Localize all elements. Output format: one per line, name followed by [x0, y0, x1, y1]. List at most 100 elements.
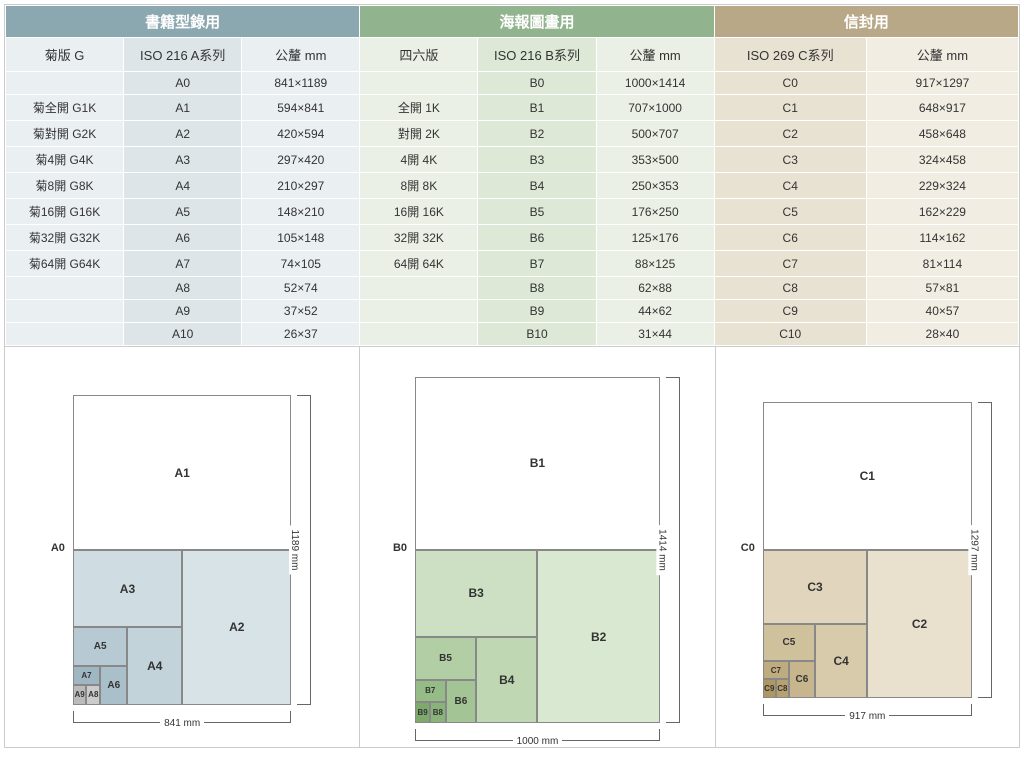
paper-box: B3: [415, 550, 538, 637]
table-row: 菊16開 G16KA5148×21016開 16KB5176×250C5162×…: [6, 199, 1019, 225]
paper-box: A8: [86, 685, 100, 704]
paper-box: B2: [537, 550, 660, 723]
cell: 1000×1414: [596, 72, 714, 95]
cell: 707×1000: [596, 95, 714, 121]
paper-box: A1: [73, 395, 292, 550]
cell: 32開 32K: [360, 225, 478, 251]
paper-box: B6: [446, 680, 477, 723]
outer-label: C0: [741, 542, 755, 554]
cell: 210×297: [242, 173, 360, 199]
dim-height: 1189 mm: [297, 395, 311, 704]
cell: 菊4開 G4K: [6, 147, 124, 173]
cell: 148×210: [242, 199, 360, 225]
paper-box: B4: [476, 637, 537, 724]
paper-plate: C1C2C3C4C5C6C7C8C9C01297 mm917 mm: [763, 402, 972, 698]
paper-box: A2: [182, 550, 291, 705]
diagram-b: B1B2B3B4B5B6B7B8B9B01414 mm1000 mm: [360, 347, 715, 747]
cell: A0: [124, 72, 242, 95]
cell: A7: [124, 251, 242, 277]
cell: 52×74: [242, 277, 360, 300]
cell: B10: [478, 323, 596, 346]
paper-box: A6: [100, 666, 127, 705]
size-table: 書籍型錄用 海報圖畫用 信封用 菊版 G ISO 216 A系列 公釐 mm 四…: [5, 5, 1019, 346]
cell: B0: [478, 72, 596, 95]
cell: 菊32開 G32K: [6, 225, 124, 251]
paper-box: B1: [415, 377, 660, 550]
group-c-header: 信封用: [714, 6, 1018, 38]
cell: B1: [478, 95, 596, 121]
cell: 594×841: [242, 95, 360, 121]
cell: A10: [124, 323, 242, 346]
table-row: A937×52B944×62C940×57: [6, 300, 1019, 323]
cell: C9: [714, 300, 866, 323]
cell: B3: [478, 147, 596, 173]
cell: [6, 323, 124, 346]
cell: 114×162: [866, 225, 1018, 251]
cell: A6: [124, 225, 242, 251]
paper-plate: A1A2A3A4A5A6A7A8A9A01189 mm841 mm: [73, 395, 292, 704]
cell: 菊對開 G2K: [6, 121, 124, 147]
paper-box: C2: [867, 550, 972, 698]
cell: C7: [714, 251, 866, 277]
paper-box: B8: [430, 702, 445, 724]
cell: C2: [714, 121, 866, 147]
dim-height: 1414 mm: [666, 377, 680, 723]
cell: 8開 8K: [360, 173, 478, 199]
cell: 81×114: [866, 251, 1018, 277]
cell: B5: [478, 199, 596, 225]
cell: 菊8開 G8K: [6, 173, 124, 199]
paper-plate: B1B2B3B4B5B6B7B8B9B01414 mm1000 mm: [415, 377, 660, 723]
cell: 對開 2K: [360, 121, 478, 147]
cell: A1: [124, 95, 242, 121]
col-a-0: 菊版 G: [6, 38, 124, 72]
dim-width: 1000 mm: [415, 729, 660, 741]
cell: 37×52: [242, 300, 360, 323]
cell: 40×57: [866, 300, 1018, 323]
cell: 297×420: [242, 147, 360, 173]
cell: 28×40: [866, 323, 1018, 346]
paper-box: C1: [763, 402, 972, 550]
paper-box: B5: [415, 637, 476, 680]
paper-box: C6: [789, 661, 815, 698]
table-row: 菊8開 G8KA4210×2978開 8KB4250×353C4229×324: [6, 173, 1019, 199]
paper-box: A5: [73, 627, 128, 666]
dim-width: 841 mm: [73, 711, 292, 723]
paper-box: A7: [73, 666, 100, 685]
paper-box: C9: [763, 679, 776, 697]
cell: A5: [124, 199, 242, 225]
table-row: A852×74B862×88C857×81: [6, 277, 1019, 300]
cell: 57×81: [866, 277, 1018, 300]
cell: C6: [714, 225, 866, 251]
cell: B6: [478, 225, 596, 251]
cell: [6, 72, 124, 95]
cell: 125×176: [596, 225, 714, 251]
cell: 648×917: [866, 95, 1018, 121]
outer-label: B0: [393, 542, 407, 554]
col-a-1: ISO 216 A系列: [124, 38, 242, 72]
cell: 500×707: [596, 121, 714, 147]
group-b-header: 海報圖畫用: [360, 6, 714, 38]
cell: 917×1297: [866, 72, 1018, 95]
cell: C1: [714, 95, 866, 121]
paper-box: C4: [815, 624, 867, 698]
cell: C5: [714, 199, 866, 225]
cell: 菊64開 G64K: [6, 251, 124, 277]
cell: C10: [714, 323, 866, 346]
cell: 44×62: [596, 300, 714, 323]
table-row: 菊4開 G4KA3297×4204開 4KB3353×500C3324×458: [6, 147, 1019, 173]
cell: 420×594: [242, 121, 360, 147]
col-b-0: 四六版: [360, 38, 478, 72]
cell: 16開 16K: [360, 199, 478, 225]
cell: 64開 64K: [360, 251, 478, 277]
paper-box: C8: [776, 679, 789, 697]
cell: 324×458: [866, 147, 1018, 173]
cell: 176×250: [596, 199, 714, 225]
cell: 105×148: [242, 225, 360, 251]
table-row: A1026×37B1031×44C1028×40: [6, 323, 1019, 346]
diagrams-row: A1A2A3A4A5A6A7A8A9A01189 mm841 mm B1B2B3…: [5, 346, 1019, 747]
paper-box: A3: [73, 550, 182, 627]
diagram-c: C1C2C3C4C5C6C7C8C9C01297 mm917 mm: [716, 347, 1019, 747]
paper-box: C3: [763, 550, 868, 624]
paper-box: B7: [415, 680, 446, 702]
cell: 4開 4K: [360, 147, 478, 173]
